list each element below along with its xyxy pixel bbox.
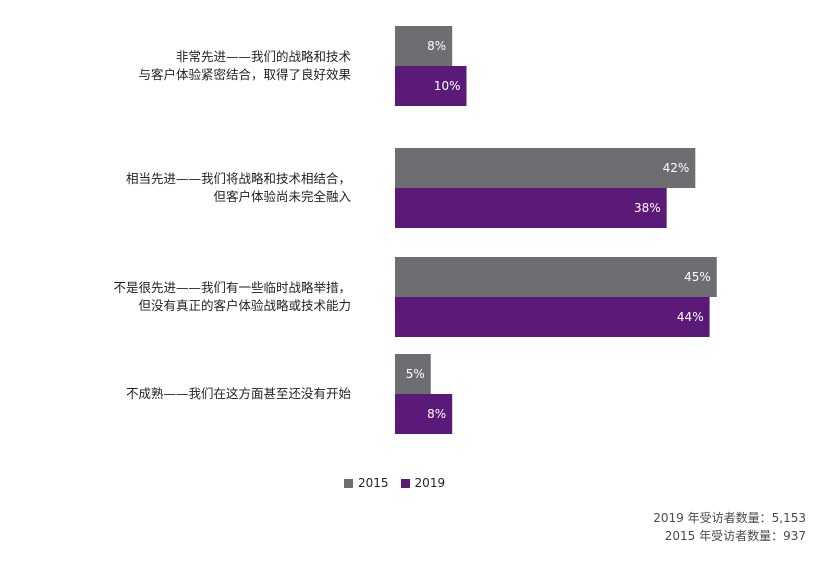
legend-label-2019: 2019	[414, 476, 446, 490]
category-label-line: 但没有真正的客户体验战略或技术能力	[138, 298, 351, 313]
category-label-0: 非常先进——我们的战略和技术与客户体验紧密结合，取得了良好效果	[51, 48, 351, 84]
data-label-2019-1: 38%	[634, 201, 661, 215]
category-label-line: 但客户体验尚未完全融入	[213, 189, 351, 204]
legend-swatch-2015	[344, 478, 353, 488]
bar-2015-3	[395, 354, 431, 394]
legend-item-2015: 2015	[344, 476, 389, 490]
bar-2019-2	[395, 297, 710, 337]
category-label-line: 不是很先进——我们有一些临时战略举措，	[113, 280, 351, 295]
bar-2019-0	[395, 66, 467, 106]
category-label-3: 不成熟——我们在这方面甚至还没有开始	[51, 385, 351, 403]
respondents-2019-note: 2019 年受访者数量：5,153	[653, 511, 806, 525]
legend-swatch-2019	[400, 478, 410, 488]
data-label-2015-0: 8%	[427, 39, 446, 53]
bar-2015-2	[395, 257, 717, 297]
respondents-2015-note: 2015 年受访者数量：937	[664, 529, 806, 543]
legend-label-2015: 2015	[358, 476, 389, 490]
bar-2019-3	[395, 394, 453, 434]
category-label-line: 与客户体验紧密结合，取得了良好效果	[138, 67, 351, 82]
data-label-2019-0: 10%	[434, 79, 461, 93]
data-label-2015-1: 42%	[663, 161, 690, 175]
bar-2015-1	[395, 148, 696, 188]
bar-2019-1	[395, 188, 667, 228]
legend-item-2019: 2019	[400, 476, 446, 490]
category-label-line: 不成熟——我们在这方面甚至还没有开始	[125, 386, 351, 401]
category-label-2: 不是很先进——我们有一些临时战略举措， 但没有真正的客户体验战略或技术能力	[51, 279, 351, 315]
category-label-1: 相当先进——我们将战略和技术相结合， 但客户体验尚未完全融入	[51, 170, 351, 206]
bar-2015-0	[395, 26, 453, 66]
data-label-2019-3: 8%	[427, 407, 446, 421]
data-label-2015-2: 45%	[684, 270, 711, 284]
legend: 2015 2019	[344, 476, 445, 490]
data-label-2015-3: 5%	[406, 367, 425, 381]
category-label-line: 非常先进——我们的战略和技术	[175, 49, 351, 64]
category-label-line: 相当先进——我们将战略和技术相结合，	[125, 171, 351, 186]
data-label-2019-2: 44%	[677, 310, 704, 324]
